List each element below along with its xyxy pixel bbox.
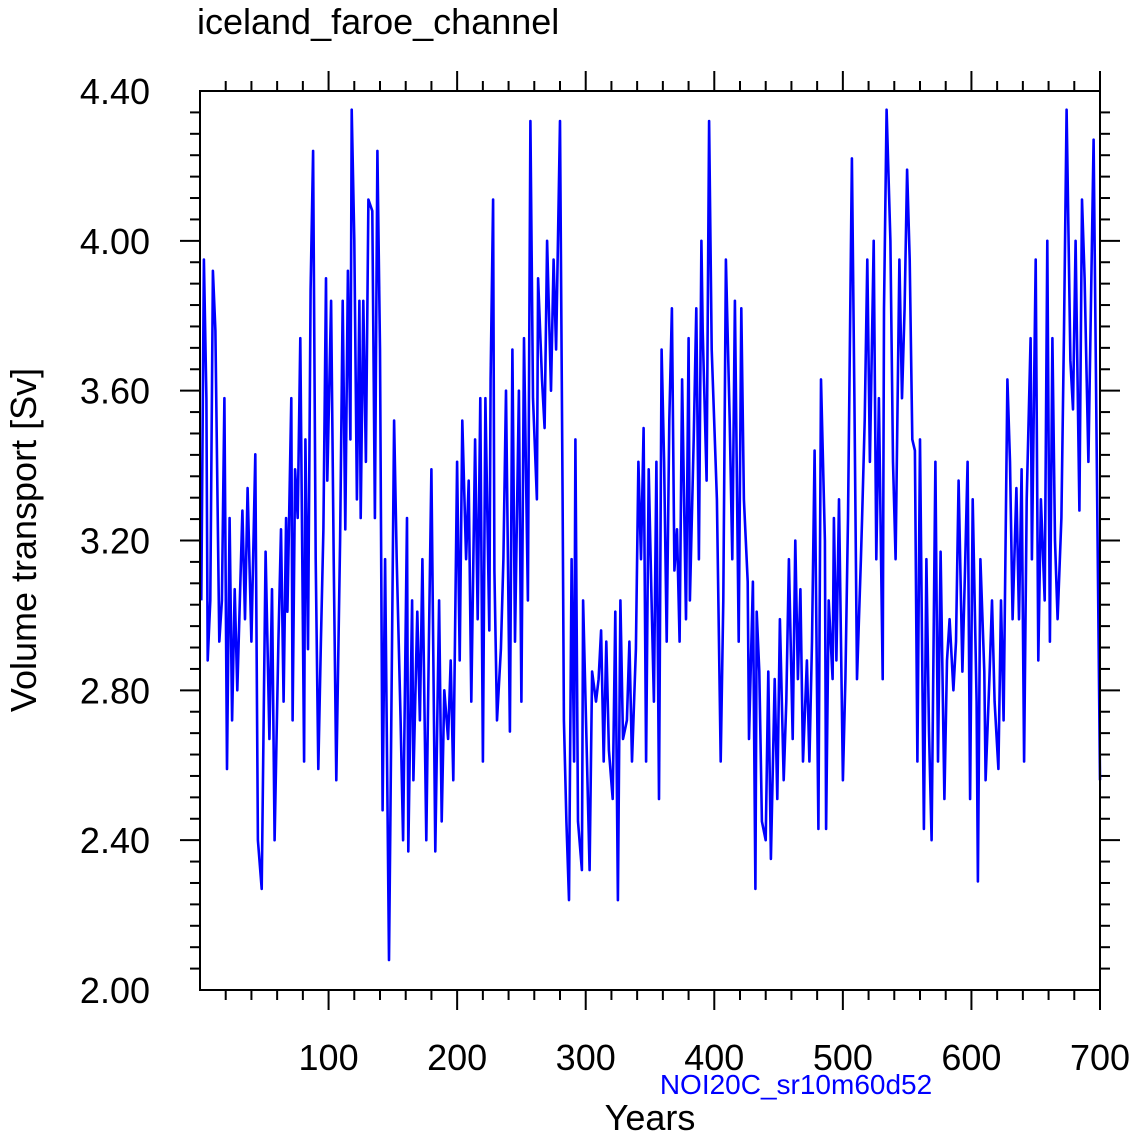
y-tick-label: 2.80 (80, 670, 150, 711)
x-tick-label: 700 (1070, 1037, 1130, 1078)
x-tick-label: 200 (427, 1037, 487, 1078)
x-axis-label: Years (605, 1097, 696, 1138)
x-tick-label: 500 (813, 1037, 873, 1078)
x-tick-label: 300 (556, 1037, 616, 1078)
y-axis-label: Volume transport [Sv] (3, 368, 44, 712)
x-tick-label: 100 (299, 1037, 359, 1078)
series-annotation: NOI20C_sr10m60d52 (660, 1069, 932, 1100)
plot-frame (199, 90, 1101, 991)
y-tick-label: 3.60 (80, 371, 150, 412)
y-tick-label: 4.00 (80, 221, 150, 262)
y-tick-label: 2.40 (80, 820, 150, 861)
x-tick-label: 400 (684, 1037, 744, 1078)
y-tick-label: 3.20 (80, 521, 150, 562)
x-tick-label: 600 (941, 1037, 1001, 1078)
axis-ticks (180, 71, 1120, 1010)
chart-title: iceland_faroe_channel (197, 1, 559, 42)
tick-labels: 100 200 300 400 500 600 700 2.00 2.40 2.80 3.20 3.6… (80, 71, 1130, 1078)
y-tick-label: 4.40 (80, 71, 150, 112)
series-line (200, 108, 1102, 962)
y-tick-label: 2.00 (80, 970, 150, 1011)
